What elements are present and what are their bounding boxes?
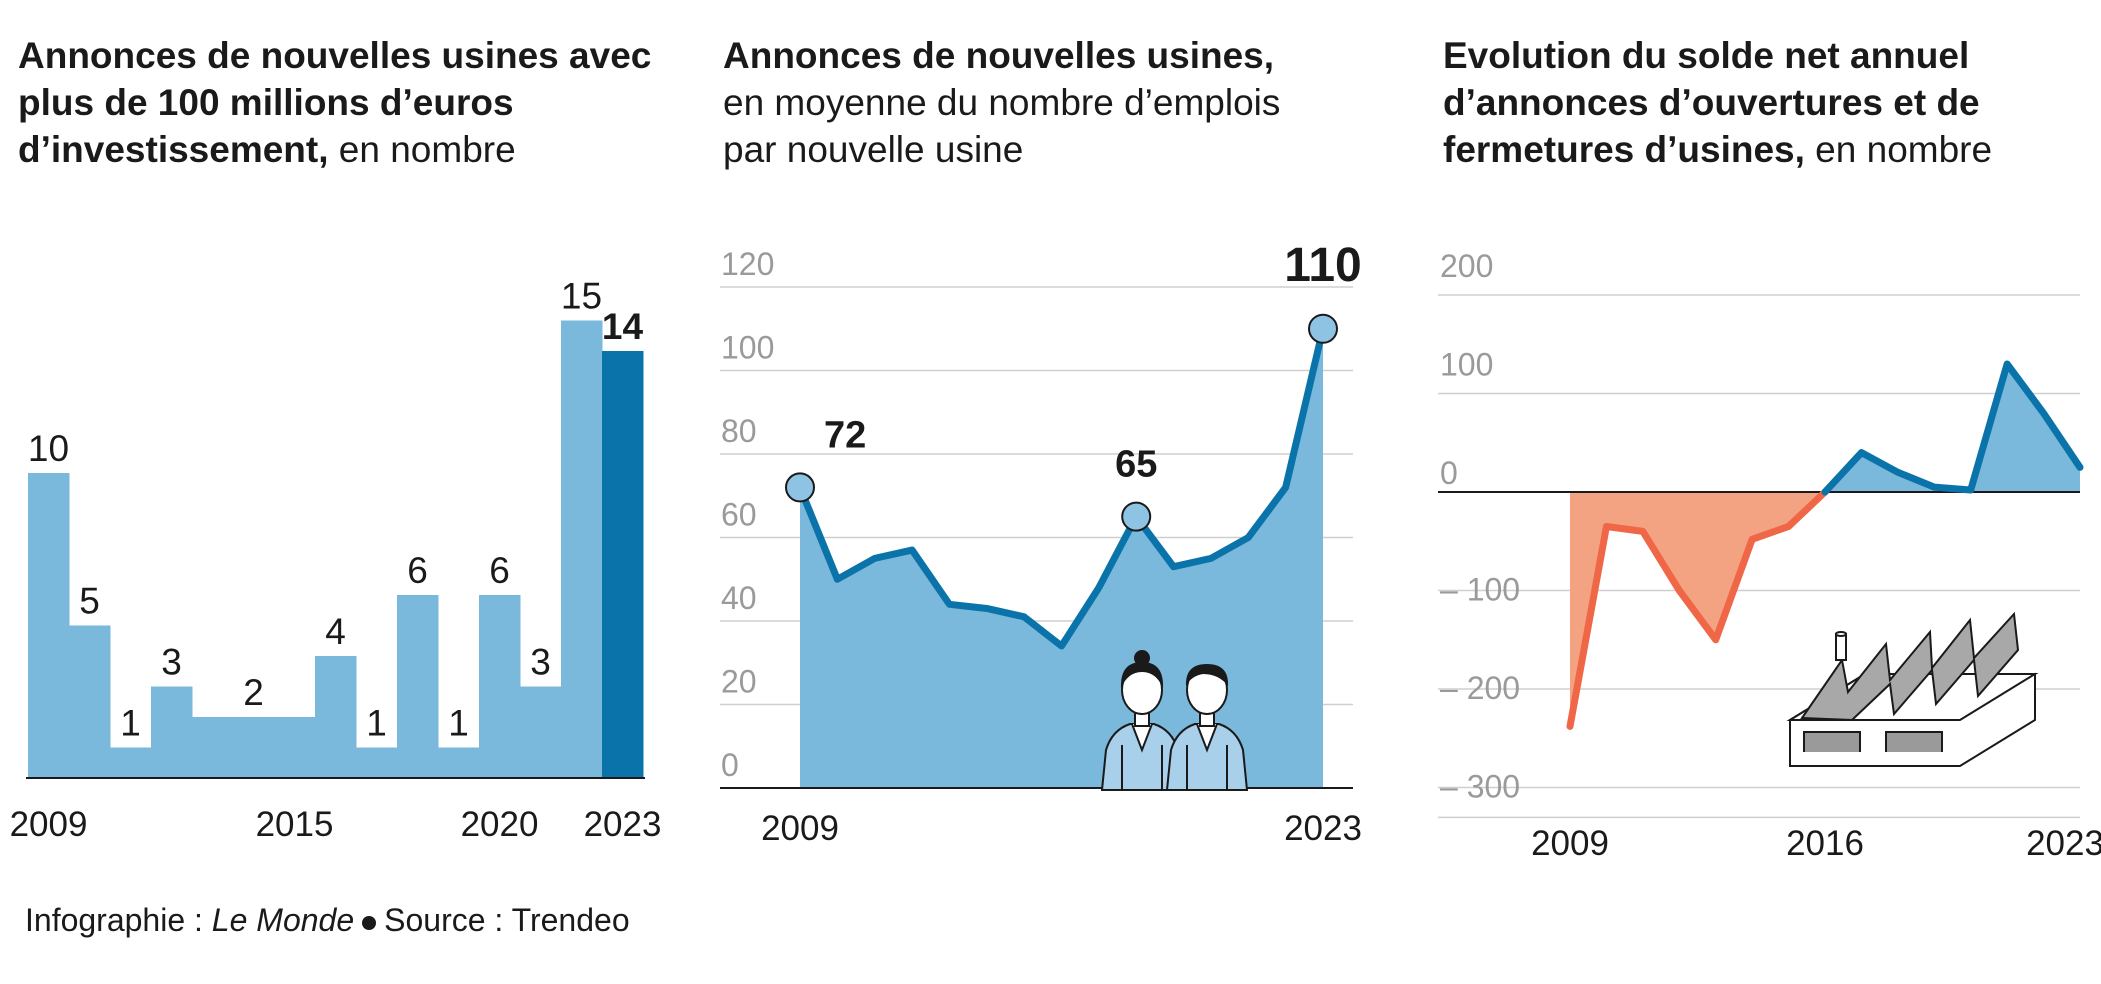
bar-2020 — [479, 595, 521, 778]
footer-source: Source : Trendeo — [384, 902, 630, 938]
bar-value-label: 2 — [243, 672, 264, 713]
chart-panel-bars: Annonces de nouvelles usines avec plus d… — [0, 0, 680, 900]
bar-value-label: 14 — [602, 306, 644, 347]
y-tick-label: – 200 — [1440, 670, 1520, 706]
y-tick-label: 0 — [1440, 455, 1458, 491]
footer-credits: Infographie : Le Monde Source : Trendeo — [25, 902, 630, 939]
chart-panel-balance: Evolution du solde net annuel d’annonces… — [1430, 0, 2101, 900]
bar-value-label: 1 — [120, 703, 141, 744]
x-tick-label: 2023 — [1284, 809, 1362, 848]
x-tick-label: 2023 — [2026, 824, 2101, 863]
bar-2012 — [151, 686, 193, 778]
bar-2023 — [602, 351, 644, 778]
x-tick-label: 2023 — [584, 805, 662, 844]
chart-title: Evolution du solde net annuel d’annonces… — [1443, 32, 2063, 173]
y-tick-label: 120 — [721, 246, 774, 282]
y-tick-label: – 300 — [1440, 769, 1520, 805]
footer-brand: Le Monde — [211, 902, 355, 938]
worker-figure — [1165, 664, 1249, 791]
bar-value-label: 6 — [407, 550, 428, 591]
two-workers-icon — [1100, 650, 1249, 791]
bar-value-label: 1 — [366, 703, 387, 744]
data-point-label: 110 — [1284, 239, 1361, 292]
bar-value-label: 3 — [530, 642, 551, 683]
bar-2022 — [561, 320, 603, 778]
x-tick-label: 2009 — [10, 805, 88, 844]
chart-title-normal: en nombre — [328, 129, 516, 170]
y-tick-label: 200 — [1440, 248, 1493, 284]
balance-area-chart: 200 100 0 – 100 – 200 – 300 2009 2016 2023 — [1438, 248, 2101, 863]
bar-2019 — [438, 747, 480, 778]
bar-2011 — [110, 747, 152, 778]
worker-figure — [1100, 650, 1184, 791]
y-tick-label: 0 — [721, 747, 739, 783]
x-tick-label: 2009 — [761, 809, 839, 848]
y-tick-label: 20 — [721, 664, 757, 700]
bar-2018 — [397, 595, 439, 778]
y-tick-label: 100 — [1440, 347, 1493, 383]
factory-icon — [1786, 611, 2039, 767]
series-line — [796, 325, 1327, 650]
chart-title-normal: en moyenne du nombre d’emplois par nouve… — [723, 82, 1281, 170]
chart-title: Annonces de nouvelles usines, en moyenne… — [723, 32, 1343, 173]
bar-2014 — [233, 717, 275, 778]
bar-2015 — [274, 717, 316, 778]
chart-panel-jobs: Annonces de nouvelles usines, en moyenne… — [705, 0, 1375, 900]
bar-2021 — [520, 686, 562, 778]
chart-title-bold: Annonces de nouvelles usines avec plus d… — [18, 35, 652, 170]
bullet-separator — [362, 915, 377, 930]
x-tick-label: 2020 — [461, 805, 539, 844]
bar-2016 — [315, 656, 357, 778]
data-point-marker — [1121, 501, 1152, 532]
chart-title-bold: Annonces de nouvelles usines, — [723, 35, 1275, 76]
footer-prefix: Infographie : — [25, 902, 212, 938]
negative-series-line — [1566, 488, 1829, 730]
bar-value-label: 1 — [448, 703, 469, 744]
bar-2013 — [192, 717, 234, 778]
y-tick-label: – 100 — [1440, 572, 1520, 608]
x-tick-label: 2016 — [1786, 824, 1864, 863]
x-tick-label: 2015 — [256, 805, 334, 844]
positive-series-line — [1821, 360, 2084, 496]
chart-title-bold: Evolution du solde net annuel d’annonces… — [1443, 35, 1980, 170]
chart-title: Annonces de nouvelles usines avec plus d… — [18, 32, 658, 173]
jobs-area-chart: 72 65 110 120 100 80 60 40 20 0 2009 2023 — [720, 239, 1362, 848]
bar-value-label: 15 — [561, 276, 602, 317]
chart-title-normal: en nombre — [1804, 129, 1993, 170]
y-tick-label: 40 — [721, 580, 757, 616]
bar-value-label: 3 — [161, 642, 182, 683]
bar-value-label: 5 — [79, 581, 100, 622]
data-point-marker — [1308, 313, 1338, 344]
y-tick-label: 100 — [721, 330, 774, 366]
y-tick-label: 80 — [721, 413, 757, 449]
y-tick-label: 60 — [721, 497, 757, 533]
positive-area-fill — [1825, 363, 2080, 492]
data-point-marker — [785, 472, 815, 503]
bar-value-label: 4 — [325, 611, 346, 652]
data-point-label: 65 — [1115, 444, 1157, 486]
data-point-label: 72 — [824, 414, 866, 456]
x-tick-label: 2009 — [1531, 824, 1609, 863]
bar-2010 — [69, 625, 111, 778]
bar-2017 — [356, 747, 398, 778]
bar-value-label: 6 — [489, 550, 510, 591]
negative-area-fill — [1570, 492, 1825, 727]
bar-value-label: 10 — [28, 428, 69, 469]
bar-2009 — [28, 473, 70, 778]
